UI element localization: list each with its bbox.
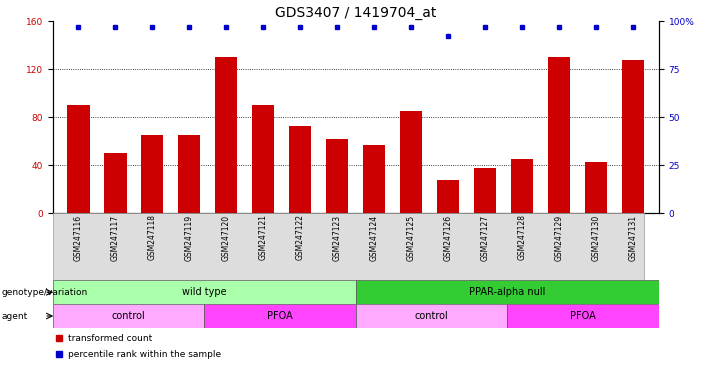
Text: GSM247121: GSM247121 [259, 214, 268, 260]
Bar [355, 280, 659, 304]
Bar [53, 280, 355, 304]
Text: GSM247131: GSM247131 [629, 214, 637, 261]
Bar [585, 162, 607, 213]
Bar [508, 304, 659, 328]
Bar [355, 304, 508, 328]
Text: transformed count: transformed count [68, 334, 152, 343]
Bar [363, 145, 386, 213]
Text: wild type: wild type [182, 287, 226, 297]
Bar [215, 57, 238, 213]
Text: GSM247119: GSM247119 [185, 214, 194, 261]
Text: GSM247125: GSM247125 [407, 214, 416, 261]
Text: GSM247129: GSM247129 [554, 214, 564, 261]
Bar [178, 135, 200, 213]
Text: PFOA: PFOA [571, 311, 596, 321]
Text: GSM247127: GSM247127 [481, 214, 490, 261]
Bar [142, 135, 163, 213]
Bar [67, 105, 90, 213]
Text: GSM247116: GSM247116 [74, 214, 83, 261]
Bar [548, 57, 570, 213]
Bar [474, 167, 496, 213]
Bar [104, 153, 126, 213]
Text: PFOA: PFOA [267, 311, 293, 321]
Text: GSM247122: GSM247122 [296, 214, 305, 260]
Text: GSM247123: GSM247123 [333, 214, 342, 261]
Text: GSM247120: GSM247120 [222, 214, 231, 261]
Bar [204, 304, 355, 328]
Bar [622, 60, 644, 213]
Text: PPAR-alpha null: PPAR-alpha null [469, 287, 545, 297]
Bar [511, 159, 533, 213]
Text: GSM247117: GSM247117 [111, 214, 120, 261]
Text: control: control [111, 311, 145, 321]
Bar [53, 304, 204, 328]
Text: GSM247130: GSM247130 [592, 214, 601, 261]
Text: agent: agent [1, 311, 27, 321]
Text: GSM247118: GSM247118 [148, 214, 157, 260]
Bar [400, 111, 422, 213]
Text: GSM247126: GSM247126 [444, 214, 453, 261]
Bar [326, 139, 348, 213]
Bar [252, 105, 274, 213]
Text: genotype/variation: genotype/variation [1, 288, 88, 297]
Bar [437, 180, 459, 213]
Text: GSM247124: GSM247124 [369, 214, 379, 261]
Text: percentile rank within the sample: percentile rank within the sample [68, 350, 221, 359]
Bar [290, 126, 311, 213]
Text: GSM247128: GSM247128 [517, 214, 526, 260]
Title: GDS3407 / 1419704_at: GDS3407 / 1419704_at [275, 6, 437, 20]
Text: control: control [415, 311, 449, 321]
